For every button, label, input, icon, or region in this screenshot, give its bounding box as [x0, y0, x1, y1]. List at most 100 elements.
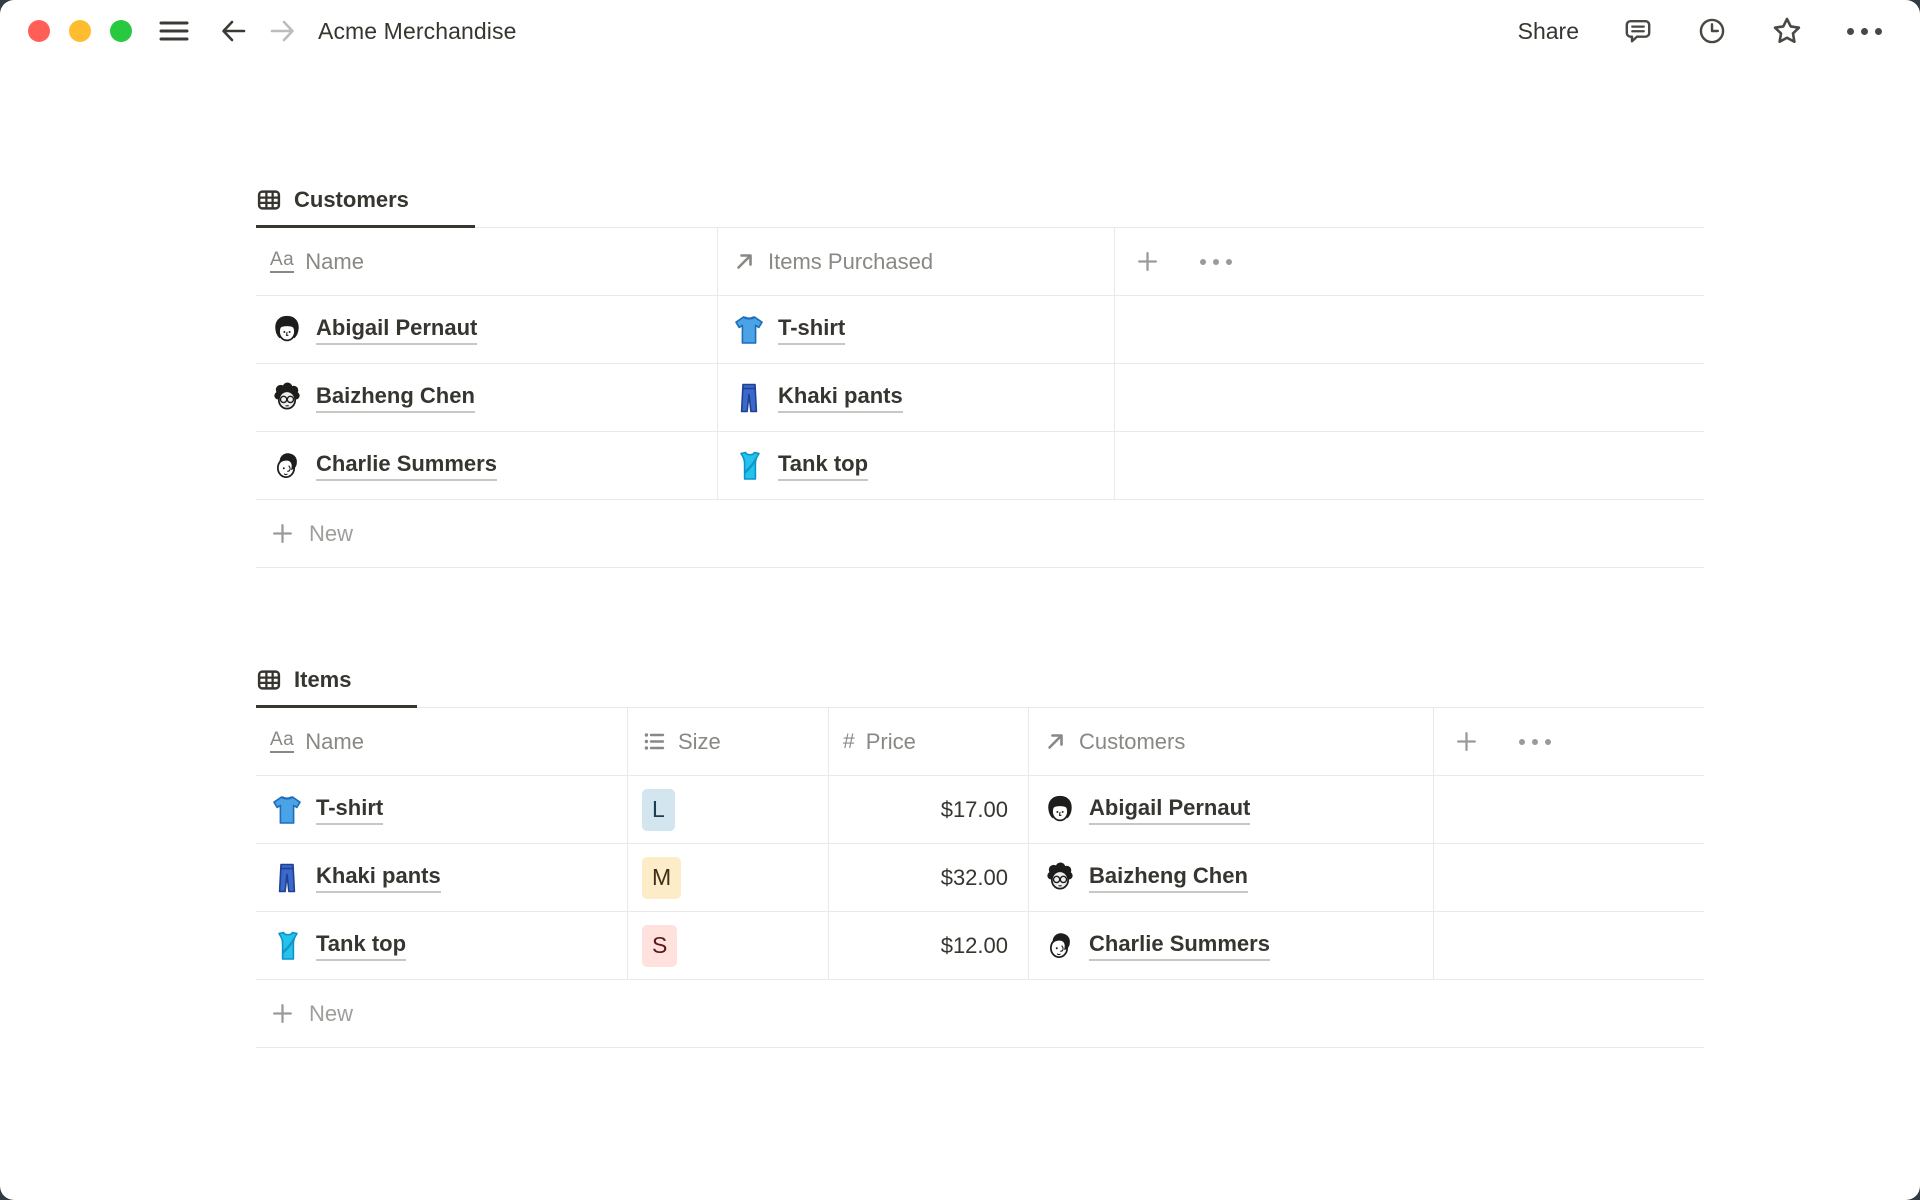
- items-row3-size-cell[interactable]: S: [628, 912, 829, 980]
- column-label: Items Purchased: [768, 248, 934, 274]
- column-label: Size: [678, 728, 721, 754]
- customers-row3-items-cell[interactable]: Tank top: [718, 432, 1115, 500]
- hamburger-icon: [159, 21, 189, 41]
- customers-row2-items-cell[interactable]: Khaki pants: [718, 364, 1115, 432]
- items-new-row-button[interactable]: New: [256, 980, 1704, 1048]
- items-row3-name-cell[interactable]: Tank top: [256, 912, 628, 980]
- customer-page-link[interactable]: Charlie Summers: [1089, 930, 1270, 961]
- customers-column-header-items-purchased[interactable]: Items Purchased: [718, 228, 1115, 296]
- table-options-button[interactable]: [1200, 258, 1232, 265]
- items-row3-customers-cell[interactable]: Charlie Summers: [1029, 912, 1434, 980]
- relation-property-icon: [737, 254, 752, 269]
- add-column-button[interactable]: [1135, 249, 1160, 274]
- size-tag[interactable]: M: [642, 856, 682, 899]
- customers-row3-name-cell[interactable]: Charlie Summers: [256, 432, 718, 500]
- page-title[interactable]: Acme Merchandise: [318, 17, 517, 44]
- avatar-abigail: [274, 314, 300, 341]
- text-property-icon: Aa: [270, 250, 295, 273]
- customer-page-link[interactable]: Baizheng Chen: [316, 382, 475, 413]
- customers-view-tabs: Customers: [256, 168, 1704, 228]
- customers-table: Aa Name Items Purchased: [256, 228, 1704, 500]
- customer-page-link[interactable]: Abigail Pernaut: [1089, 794, 1251, 825]
- text-property-icon: Aa: [270, 730, 295, 753]
- table-view-icon: [257, 190, 281, 210]
- item-page-link[interactable]: Tank top: [778, 450, 869, 481]
- items-row1-name-cell[interactable]: T-shirt: [256, 776, 628, 844]
- items-table: Aa Name Size # Price Customers: [256, 708, 1704, 980]
- items-row2-empty-cell[interactable]: [1434, 844, 1704, 912]
- item-page-link[interactable]: Khaki pants: [778, 382, 903, 413]
- column-label: Customers: [1079, 728, 1186, 754]
- back-arrow-icon: [222, 20, 246, 42]
- item-page-link[interactable]: Khaki pants: [316, 862, 441, 893]
- size-tag[interactable]: S: [642, 924, 678, 967]
- items-column-header-price[interactable]: # Price: [829, 708, 1029, 776]
- items-row2-customers-cell[interactable]: Baizheng Chen: [1029, 844, 1434, 912]
- close-window-button[interactable]: [28, 20, 50, 42]
- item-page-link[interactable]: Tank top: [316, 930, 407, 961]
- add-column-button[interactable]: [1454, 729, 1479, 754]
- new-row-label: New: [309, 520, 354, 546]
- favorite-button[interactable]: [1771, 15, 1803, 47]
- customers-row1-empty-cell[interactable]: [1115, 296, 1704, 364]
- back-button[interactable]: [218, 17, 248, 45]
- avatar-baizheng: [1046, 861, 1074, 890]
- customer-page-link[interactable]: Abigail Pernaut: [316, 314, 478, 345]
- tshirt-icon: [273, 794, 301, 824]
- items-row1-size-cell[interactable]: L: [628, 776, 829, 844]
- zoom-window-button[interactable]: [110, 20, 132, 42]
- items-column-header-customers[interactable]: Customers: [1029, 708, 1434, 776]
- customers-tab-label: Customers: [294, 187, 409, 212]
- items-column-header-size[interactable]: Size: [628, 708, 829, 776]
- items-row1-empty-cell[interactable]: [1434, 776, 1704, 844]
- customers-row3-empty-cell[interactable]: [1115, 432, 1704, 500]
- ellipsis-icon: [1200, 258, 1232, 265]
- sidebar-menu-button[interactable]: [158, 18, 190, 44]
- comments-button[interactable]: [1623, 16, 1653, 46]
- customers-new-row-button[interactable]: New: [256, 500, 1704, 568]
- share-button[interactable]: Share: [1517, 17, 1579, 44]
- customers-row1-items-cell[interactable]: T-shirt: [718, 296, 1115, 364]
- tank-top-icon: [278, 931, 298, 960]
- price-value: $32.00: [940, 864, 1008, 890]
- customer-page-link[interactable]: Charlie Summers: [316, 450, 497, 481]
- star-icon: [1773, 17, 1801, 44]
- items-database: Items Aa Name Size # Price: [256, 648, 1704, 1048]
- items-tab-label: Items: [294, 667, 352, 692]
- size-tag[interactable]: L: [642, 788, 675, 831]
- tank-top-icon: [740, 451, 760, 480]
- jeans-icon: [278, 863, 296, 892]
- customers-row1-name-cell[interactable]: Abigail Pernaut: [256, 296, 718, 364]
- items-row2-name-cell[interactable]: Khaki pants: [256, 844, 628, 912]
- forward-button[interactable]: [268, 17, 298, 45]
- customers-row2-name-cell[interactable]: Baizheng Chen: [256, 364, 718, 432]
- items-row1-price-cell[interactable]: $17.00: [829, 776, 1029, 844]
- customers-database: Customers Aa Name Items Purchased: [256, 168, 1704, 568]
- forward-arrow-icon: [270, 20, 294, 42]
- relation-property-icon: [1048, 734, 1063, 749]
- customers-row2-empty-cell[interactable]: [1115, 364, 1704, 432]
- table-options-button[interactable]: [1519, 738, 1551, 745]
- minimize-window-button[interactable]: [69, 20, 91, 42]
- item-page-link[interactable]: T-shirt: [316, 794, 384, 825]
- more-options-button[interactable]: [1847, 27, 1882, 35]
- column-label: Price: [865, 728, 916, 754]
- items-row3-empty-cell[interactable]: [1434, 912, 1704, 980]
- tab-items-table-view[interactable]: Items: [256, 667, 418, 708]
- customers-column-header-name[interactable]: Aa Name: [256, 228, 718, 296]
- items-row3-price-cell[interactable]: $12.00: [829, 912, 1029, 980]
- items-row1-customers-cell[interactable]: Abigail Pernaut: [1029, 776, 1434, 844]
- customer-page-link[interactable]: Baizheng Chen: [1089, 862, 1248, 893]
- items-row2-size-cell[interactable]: M: [628, 844, 829, 912]
- items-row2-price-cell[interactable]: $32.00: [829, 844, 1029, 912]
- updates-button[interactable]: [1697, 16, 1727, 46]
- select-property-icon: [643, 732, 665, 751]
- plus-icon: [273, 524, 292, 543]
- items-column-header-name[interactable]: Aa Name: [256, 708, 628, 776]
- clock-icon: [1699, 18, 1725, 44]
- avatar-abigail: [1047, 794, 1073, 821]
- items-header-actions: [1434, 708, 1704, 776]
- item-page-link[interactable]: T-shirt: [778, 314, 846, 345]
- tab-customers-table-view[interactable]: Customers: [256, 187, 475, 228]
